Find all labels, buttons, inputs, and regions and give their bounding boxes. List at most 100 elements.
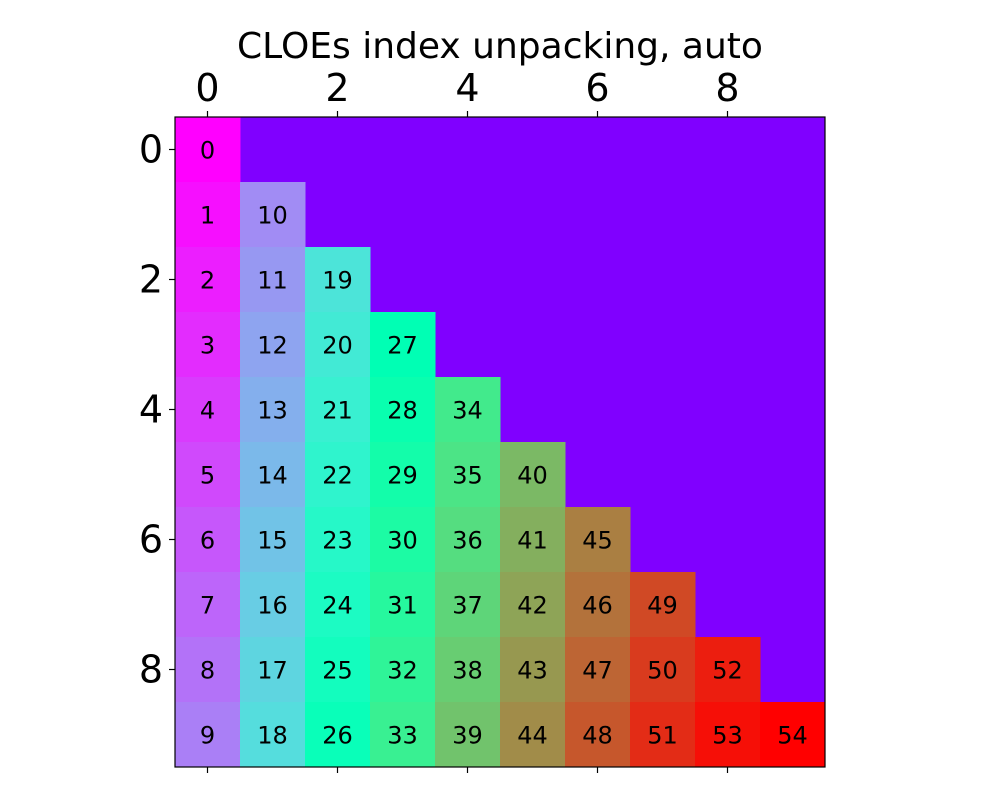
heatmap-cell-label: 0	[200, 137, 215, 165]
heatmap-cell	[175, 572, 241, 638]
heatmap-cell-label: 38	[452, 657, 483, 685]
heatmap-cell-label: 30	[387, 527, 418, 555]
heatmap-cell	[240, 182, 306, 248]
heatmap-cell-label: 36	[452, 527, 483, 555]
heatmap-cell	[370, 442, 436, 508]
heatmap-cell-label: 4	[200, 397, 215, 425]
x-tick-label: 0	[195, 66, 219, 110]
heatmap-cell-label: 19	[322, 267, 353, 295]
heatmap-cell-label: 21	[322, 397, 353, 425]
heatmap-cell-label: 12	[257, 332, 288, 360]
heatmap-cell	[175, 312, 241, 378]
heatmap-cell	[240, 247, 306, 313]
heatmap-cell-label: 8	[200, 657, 215, 685]
heatmap-cell	[435, 702, 501, 768]
heatmap-cell	[500, 702, 566, 768]
heatmap-cell	[565, 637, 631, 703]
heatmap-cell-label: 1	[200, 202, 215, 230]
heatmap-cell	[630, 637, 696, 703]
heatmap-cell	[240, 637, 306, 703]
heatmap-cell	[175, 377, 241, 443]
heatmap-cell-labels: 01 102 11 193 12 20 274 13 21 28 345 14 22 29 35 406 15 2…	[200, 137, 808, 750]
heatmap-cell-label: 32	[387, 657, 418, 685]
heatmap-cell	[305, 377, 371, 443]
heatmap-cell-label: 43	[517, 657, 548, 685]
heatmap-cell	[630, 572, 696, 638]
heatmap-cell	[695, 637, 761, 703]
heatmap-cell	[240, 312, 306, 378]
heatmap-cell	[305, 572, 371, 638]
heatmap-cell	[435, 637, 501, 703]
heatmap-cell	[565, 507, 631, 573]
heatmap-cell-label: 10	[257, 202, 288, 230]
heatmap-cell	[240, 702, 306, 768]
heatmap-cell-label: 18	[257, 722, 288, 750]
heatmap-cell	[500, 507, 566, 573]
x-tick-label: 6	[585, 66, 609, 110]
x-tick-label: 4	[455, 66, 479, 110]
heatmap-cell	[370, 312, 436, 378]
heatmap-cell-label: 22	[322, 462, 353, 490]
heatmap-cell	[760, 702, 826, 768]
heatmap-cell	[240, 377, 306, 443]
heatmap-cell-label: 42	[517, 592, 548, 620]
heatmap-cell	[305, 702, 371, 768]
heatmap-cell-label: 17	[257, 657, 288, 685]
heatmap-cell-label: 40	[517, 462, 548, 490]
heatmap-cell-label: 6	[200, 527, 215, 555]
heatmap-cell-label: 3	[200, 332, 215, 360]
heatmap-cell-label: 53	[712, 722, 743, 750]
heatmap-cell-label: 45	[582, 527, 613, 555]
heatmap-cell-label: 44	[517, 722, 548, 750]
x-tick-label: 8	[715, 66, 739, 110]
heatmap-cell	[240, 507, 306, 573]
y-tick-label: 2	[139, 258, 163, 302]
heatmap-cell	[305, 247, 371, 313]
heatmap-cell	[175, 182, 241, 248]
heatmap-cell-label: 37	[452, 592, 483, 620]
heatmap-cell	[305, 637, 371, 703]
heatmap-cell-label: 29	[387, 462, 418, 490]
heatmap-cell	[565, 702, 631, 768]
heatmap-cell	[370, 377, 436, 443]
heatmap-cell-label: 48	[582, 722, 613, 750]
heatmap-cell-label: 15	[257, 527, 288, 555]
heatmap-cell-label: 9	[200, 722, 215, 750]
heatmap-cell	[175, 442, 241, 508]
y-tick-label: 8	[139, 648, 163, 692]
y-axis-ticks: 0 2 4 6 8	[139, 128, 175, 692]
heatmap-cell-label: 34	[452, 397, 483, 425]
heatmap-cell-label: 54	[777, 722, 808, 750]
heatmap-cell-label: 31	[387, 592, 418, 620]
heatmap-cells	[175, 117, 826, 768]
x-tick-label: 2	[325, 66, 349, 110]
heatmap-cell	[175, 247, 241, 313]
heatmap-cell-label: 16	[257, 592, 288, 620]
heatmap-cell	[500, 572, 566, 638]
heatmap-cell-label: 39	[452, 722, 483, 750]
heatmap-cell	[630, 702, 696, 768]
heatmap-cell-label: 5	[200, 462, 215, 490]
heatmap-cell	[370, 637, 436, 703]
heatmap-cell	[175, 637, 241, 703]
plot-frame	[174, 116, 826, 768]
heatmap-cell-label: 47	[582, 657, 613, 685]
heatmap-cell	[370, 572, 436, 638]
x-axis-ticks: 0 2 4 6 8	[195, 66, 740, 773]
heatmap-cell	[175, 117, 241, 183]
heatmap-cell	[435, 572, 501, 638]
heatmap-cell-label: 51	[647, 722, 678, 750]
heatmap-cell-label: 26	[322, 722, 353, 750]
heatmap-cell-label: 2	[200, 267, 215, 295]
heatmap-cell	[305, 507, 371, 573]
heatmap-cell-label: 14	[257, 462, 288, 490]
heatmap-cell	[370, 702, 436, 768]
heatmap-cell-label: 7	[200, 592, 215, 620]
heatmap-cell-label: 20	[322, 332, 353, 360]
y-tick-label: 4	[139, 388, 163, 432]
y-tick-label: 6	[139, 518, 163, 562]
heatmap-cell	[240, 572, 306, 638]
heatmap-cell	[435, 377, 501, 443]
heatmap-cell	[500, 637, 566, 703]
